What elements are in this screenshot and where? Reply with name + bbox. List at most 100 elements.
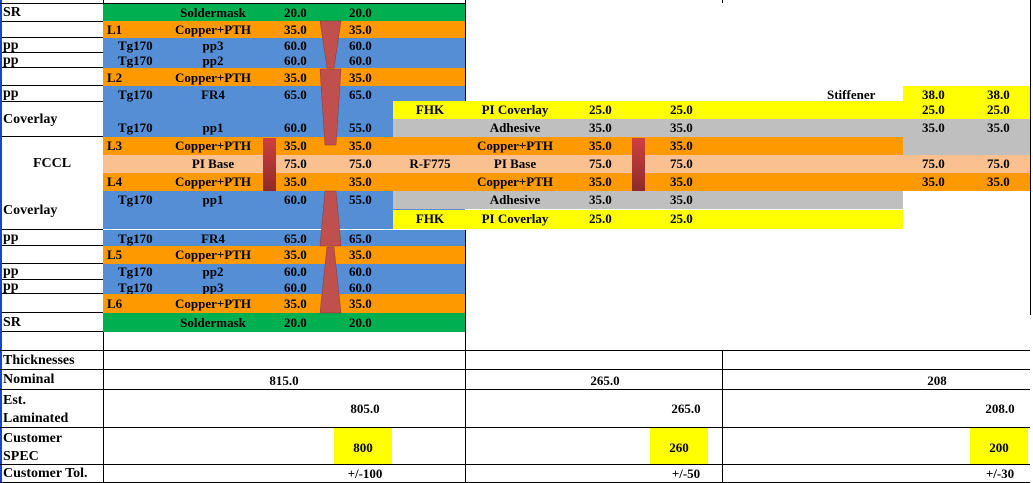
material-name: pp3 <box>202 280 224 295</box>
thickness-after: 35.0 <box>670 120 693 135</box>
flex-layer-band <box>393 191 903 209</box>
vendor-name: FHK <box>415 211 445 226</box>
rigid-layer-band <box>103 313 465 332</box>
side-label: pp <box>3 86 19 101</box>
rigid-layer-band <box>103 246 465 264</box>
rigid-layer-band <box>103 173 465 191</box>
thickness-before: 60.0 <box>284 53 307 68</box>
thickness-after: 60.0 <box>349 280 372 295</box>
stiffener-thickness-1: 35.0 <box>922 120 945 135</box>
layer-name: L5 <box>107 247 123 262</box>
grid-line <box>722 350 723 483</box>
thickness-before: 35.0 <box>589 174 612 189</box>
material-name: Copper+PTH <box>174 138 252 153</box>
rigid-layer-band <box>103 280 465 294</box>
thickness-before: 35.0 <box>589 138 612 153</box>
flex-layer-band <box>393 101 903 119</box>
material-name: Soldermask <box>180 5 246 20</box>
thickness-before: 20.0 <box>284 5 307 20</box>
thickness-after: 75.0 <box>349 156 372 171</box>
rigid-layer-band <box>103 3 465 21</box>
tg-rating: Tg170 <box>118 87 153 102</box>
row-divider <box>0 136 103 137</box>
customer-tol-label: Customer Tol. <box>3 466 88 481</box>
thickness-before: 75.0 <box>589 156 612 171</box>
side-label: pp <box>3 264 19 279</box>
row-divider <box>0 350 1030 351</box>
thickness-before: 35.0 <box>284 70 307 85</box>
rigid-layer-band <box>103 53 465 68</box>
stiffener-thickness-2: 25.0 <box>987 102 1010 117</box>
row-divider <box>0 331 103 332</box>
fccl-label: FCCL <box>32 156 72 171</box>
thickness-after: 60.0 <box>349 264 372 279</box>
tg-rating: Tg170 <box>118 38 153 53</box>
material-name: FR4 <box>201 87 225 102</box>
stiffener-thickness-2: 35.0 <box>987 120 1010 135</box>
thickness-before: 65.0 <box>284 87 307 102</box>
thickness-after: 25.0 <box>670 211 693 226</box>
material-name: PI Coverlay <box>481 211 549 226</box>
vendor-name: R-F775 <box>409 156 451 171</box>
material-name: pp2 <box>202 264 224 279</box>
thickness-after: 35.0 <box>670 138 693 153</box>
thickness-after: 75.0 <box>670 156 693 171</box>
material-name: Soldermask <box>180 315 246 330</box>
layer-name: L4 <box>107 174 123 189</box>
grid-line <box>103 0 104 3</box>
customer-spec-value: 260 <box>669 440 689 455</box>
est-laminated-label: Est. Laminated <box>3 393 69 426</box>
stiffener-thickness-1: 38.0 <box>922 87 945 102</box>
tg-rating: Tg170 <box>118 120 153 135</box>
thickness-after: 65.0 <box>349 231 372 246</box>
material-name: Copper+PTH <box>174 174 252 189</box>
rigid-layer-band <box>103 264 465 280</box>
rigid-layer-band <box>103 230 465 246</box>
row-divider <box>0 21 103 22</box>
tg-rating: Tg170 <box>118 264 153 279</box>
thickness-before: 60.0 <box>284 120 307 135</box>
thickness-after: 35.0 <box>349 70 372 85</box>
thickness-before: 35.0 <box>284 247 307 262</box>
material-name: Adhesive <box>489 192 541 207</box>
flex-layer-band <box>393 210 903 229</box>
row-divider <box>0 67 103 68</box>
thickness-after: 35.0 <box>670 174 693 189</box>
row-divider <box>0 229 103 230</box>
material-name: PI Coverlay <box>481 102 549 117</box>
thickness-before: 35.0 <box>284 22 307 37</box>
thickness-after: 55.0 <box>349 192 372 207</box>
grid-line <box>465 369 466 483</box>
thickness-before: 25.0 <box>589 102 612 117</box>
spec-highlight <box>970 428 1028 464</box>
grid-line <box>0 3 465 4</box>
thickness-before: 60.0 <box>284 38 307 53</box>
side-label: SR <box>3 314 21 330</box>
material-name: PI Base <box>191 156 235 171</box>
customer-tol-value: +/-50 <box>671 466 701 481</box>
layer-name: L2 <box>107 70 123 85</box>
side-label: SR <box>3 4 21 20</box>
thickness-before: 35.0 <box>284 138 307 153</box>
stiffener-thickness-2: 35.0 <box>987 174 1010 189</box>
thickness-after: 20.0 <box>349 315 372 330</box>
material-name: Copper+PTH <box>476 174 554 189</box>
stiffener-thickness-1: 75.0 <box>922 156 945 171</box>
thicknesses-label: Thicknesses <box>3 353 75 368</box>
grid-line <box>722 0 723 3</box>
tg-rating: Tg170 <box>118 192 153 207</box>
side-label: pp <box>3 279 19 294</box>
layer-name: L1 <box>107 22 123 37</box>
stiffener-thickness-2: 75.0 <box>987 156 1010 171</box>
thickness-before: 60.0 <box>284 264 307 279</box>
material-name: Adhesive <box>489 120 541 135</box>
thickness-after: 35.0 <box>349 296 372 311</box>
material-name: Copper+PTH <box>174 247 252 262</box>
flex-layer-band <box>465 173 1030 191</box>
customer-tol-value: +/-30 <box>985 466 1015 481</box>
grid-line <box>0 0 2 483</box>
tg-rating: Tg170 <box>118 280 153 295</box>
flex-layer-band <box>465 137 903 155</box>
thickness-before: 35.0 <box>284 296 307 311</box>
thickness-after: 60.0 <box>349 53 372 68</box>
